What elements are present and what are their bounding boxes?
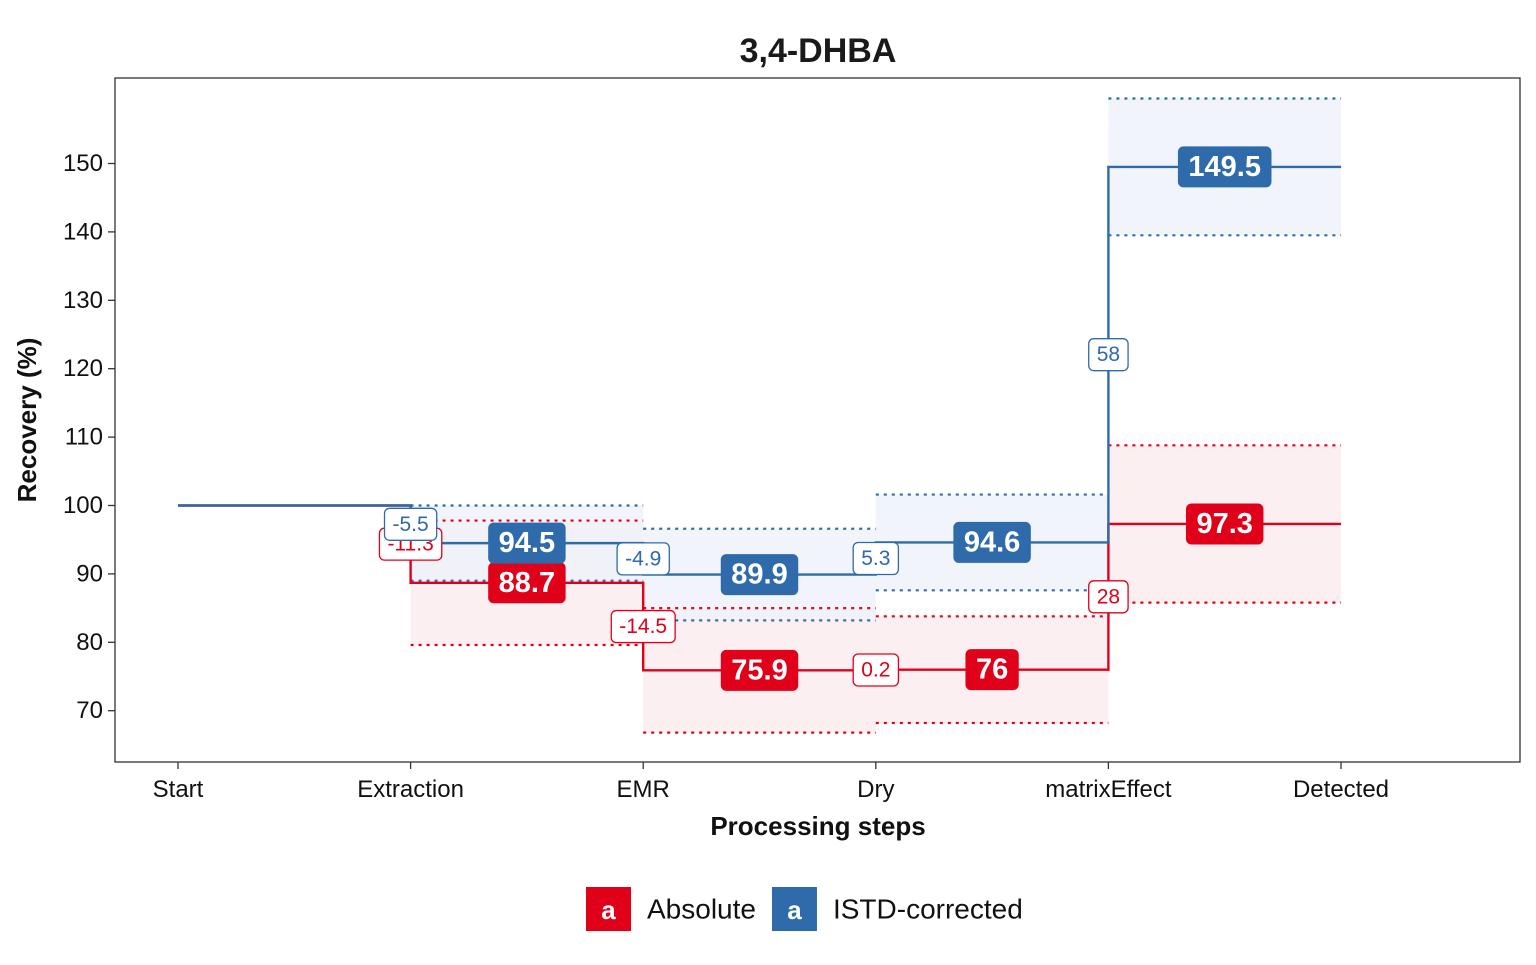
istd-corrected-change-label-dry-text: 5.3 bbox=[861, 547, 890, 570]
istd-corrected-value-label-matrixeffect-text: 149.5 bbox=[1188, 151, 1261, 183]
y-tick-label-150: 150 bbox=[63, 150, 103, 177]
istd-corrected-value-label-emr-box bbox=[720, 554, 799, 596]
y-tick-label-130: 130 bbox=[63, 287, 103, 314]
y-tick-label-110: 110 bbox=[65, 424, 103, 451]
legend-key-glyph-absolute: a bbox=[601, 895, 616, 925]
absolute-change-label-dry-box bbox=[852, 653, 900, 687]
x-tick-label-detected: Detected bbox=[1293, 776, 1389, 803]
y-tick-label-90: 90 bbox=[76, 560, 103, 587]
istd-corrected-change-label-emr-text: -4.9 bbox=[625, 547, 661, 570]
y-tick-label-140: 140 bbox=[63, 218, 103, 245]
legend-key-glyph-istd-corrected: a bbox=[787, 895, 802, 925]
istd-corrected-change-label-extraction: -5.5 bbox=[383, 507, 438, 541]
y-axis-title: Recovery (%) bbox=[12, 338, 42, 503]
absolute-value-label-extraction: 88.7 bbox=[488, 562, 566, 604]
y-tick-label-80: 80 bbox=[76, 629, 103, 656]
x-axis-title: Processing steps bbox=[710, 811, 925, 841]
y-tick-label-120: 120 bbox=[63, 355, 103, 382]
legend-key-absolute bbox=[586, 887, 631, 931]
absolute-change-label-emr: -14.5 bbox=[610, 609, 676, 644]
absolute-value-label-dry-text: 76 bbox=[976, 654, 1008, 686]
plot-panel-border bbox=[114, 77, 1521, 763]
absolute-value-label-matrixeffect-text: 97.3 bbox=[1196, 508, 1252, 540]
absolute-value-label-extraction-text: 88.7 bbox=[499, 567, 555, 599]
y-tick-label-70: 70 bbox=[76, 697, 103, 724]
absolute-change-label-matrixeffect-box bbox=[1088, 580, 1129, 614]
absolute-value-label-emr: 75.9 bbox=[720, 649, 799, 691]
istd-corrected-change-label-matrixeffect: 58 bbox=[1088, 338, 1129, 372]
legend-item-absolute: a Absolute bbox=[586, 887, 756, 931]
absolute-change-label-dry-text: 0.2 bbox=[861, 659, 890, 682]
istd-corrected-change-label-emr-box bbox=[616, 542, 670, 576]
istd-corrected-value-label-matrixeffect: 149.5 bbox=[1177, 146, 1272, 188]
y-tick-label-100: 100 bbox=[63, 492, 103, 519]
istd-corrected-value-label-dry: 94.6 bbox=[953, 521, 1031, 563]
legend-key-istd-corrected bbox=[771, 887, 817, 931]
legend-label-istd-corrected: ISTD-corrected bbox=[833, 894, 1023, 925]
istd-corrected-value-label-emr-text: 89.9 bbox=[731, 559, 787, 591]
x-tick-label-dry: Dry bbox=[857, 776, 894, 803]
axes: 70 80 90 100 110 120 130 140 150 Start Extraction E… bbox=[63, 150, 1389, 803]
istd-corrected-value-label-dry-box bbox=[953, 521, 1031, 563]
istd-corrected-value-label-matrixeffect-box bbox=[1177, 146, 1272, 188]
istd-corrected-change-label-matrixeffect-box bbox=[1088, 338, 1129, 372]
istd-corrected-change-label-extraction-text: -5.5 bbox=[393, 513, 429, 536]
istd-corrected-value-label-dry-text: 94.6 bbox=[964, 526, 1020, 558]
istd-corrected-change-label-extraction-box bbox=[383, 507, 438, 541]
istd-corrected-change-label-matrixeffect-text: 58 bbox=[1097, 343, 1120, 366]
istd-corrected-change-label-dry-box bbox=[852, 541, 900, 576]
absolute-change-label-matrixeffect-text: 28 bbox=[1097, 585, 1120, 608]
absolute-value-label-dry-box bbox=[965, 649, 1019, 691]
x-tick-label-start: Start bbox=[153, 776, 204, 803]
legend-item-istd-corrected: a ISTD-corrected bbox=[771, 887, 1023, 931]
chart-title: 3,4-DHBA bbox=[740, 32, 897, 70]
x-tick-label-extraction: Extraction bbox=[357, 776, 464, 803]
legend-label-absolute: Absolute bbox=[647, 894, 756, 925]
bound-lines bbox=[410, 97, 1341, 734]
absolute-change-label-emr-text: -14.5 bbox=[619, 615, 667, 638]
istd-corrected-value-label-extraction-text: 94.5 bbox=[499, 527, 555, 559]
legend: a Absolute a ISTD-corrected bbox=[586, 887, 1023, 931]
absolute-value-label-matrixeffect-box bbox=[1185, 503, 1264, 545]
x-tick-label-emr: EMR bbox=[617, 776, 670, 803]
absolute-value-label-emr-box bbox=[720, 649, 799, 691]
absolute-value-label-matrixeffect: 97.3 bbox=[1185, 503, 1264, 545]
istd-corrected-value-label-extraction: 94.5 bbox=[488, 522, 566, 564]
absolute-change-label-dry: 0.2 bbox=[852, 653, 900, 687]
istd-corrected-change-label-dry: 5.3 bbox=[852, 541, 900, 576]
absolute-value-label-dry: 76 bbox=[965, 649, 1019, 691]
istd-corrected-change-label-emr: -4.9 bbox=[616, 542, 670, 576]
x-tick-label-matrixeffect: matrixEffect bbox=[1045, 776, 1172, 803]
istd-corrected-value-label-extraction-box bbox=[488, 522, 566, 564]
istd-corrected-value-label-emr: 89.9 bbox=[720, 554, 799, 596]
absolute-change-label-matrixeffect: 28 bbox=[1088, 580, 1129, 614]
absolute-change-label-emr-box bbox=[610, 609, 676, 644]
absolute-value-label-emr-text: 75.9 bbox=[731, 654, 787, 686]
